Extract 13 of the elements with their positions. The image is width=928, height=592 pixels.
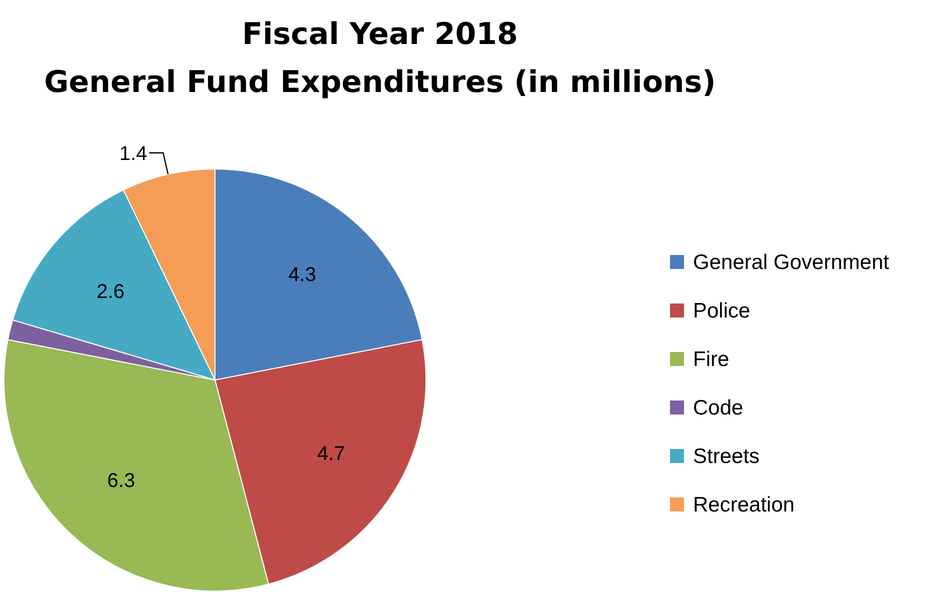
data-label: 4.3 xyxy=(288,264,316,286)
data-label: 2.6 xyxy=(96,281,124,304)
data-label: 1.4 xyxy=(119,142,148,165)
legend-label: Streets xyxy=(693,445,760,468)
legend-label: Fire xyxy=(693,348,730,371)
legend-label: Code xyxy=(693,396,744,420)
legend-label: Recreation xyxy=(693,494,795,516)
data-label: 6.3 xyxy=(107,470,136,492)
chart-subtitle: General Fund Expenditures (in millions) xyxy=(44,65,716,100)
chart-title: Fiscal Year 2018 xyxy=(242,17,518,52)
data-label: 4.7 xyxy=(317,442,346,465)
legend-label: General Government xyxy=(693,251,890,274)
legend-label: Police xyxy=(693,300,750,322)
